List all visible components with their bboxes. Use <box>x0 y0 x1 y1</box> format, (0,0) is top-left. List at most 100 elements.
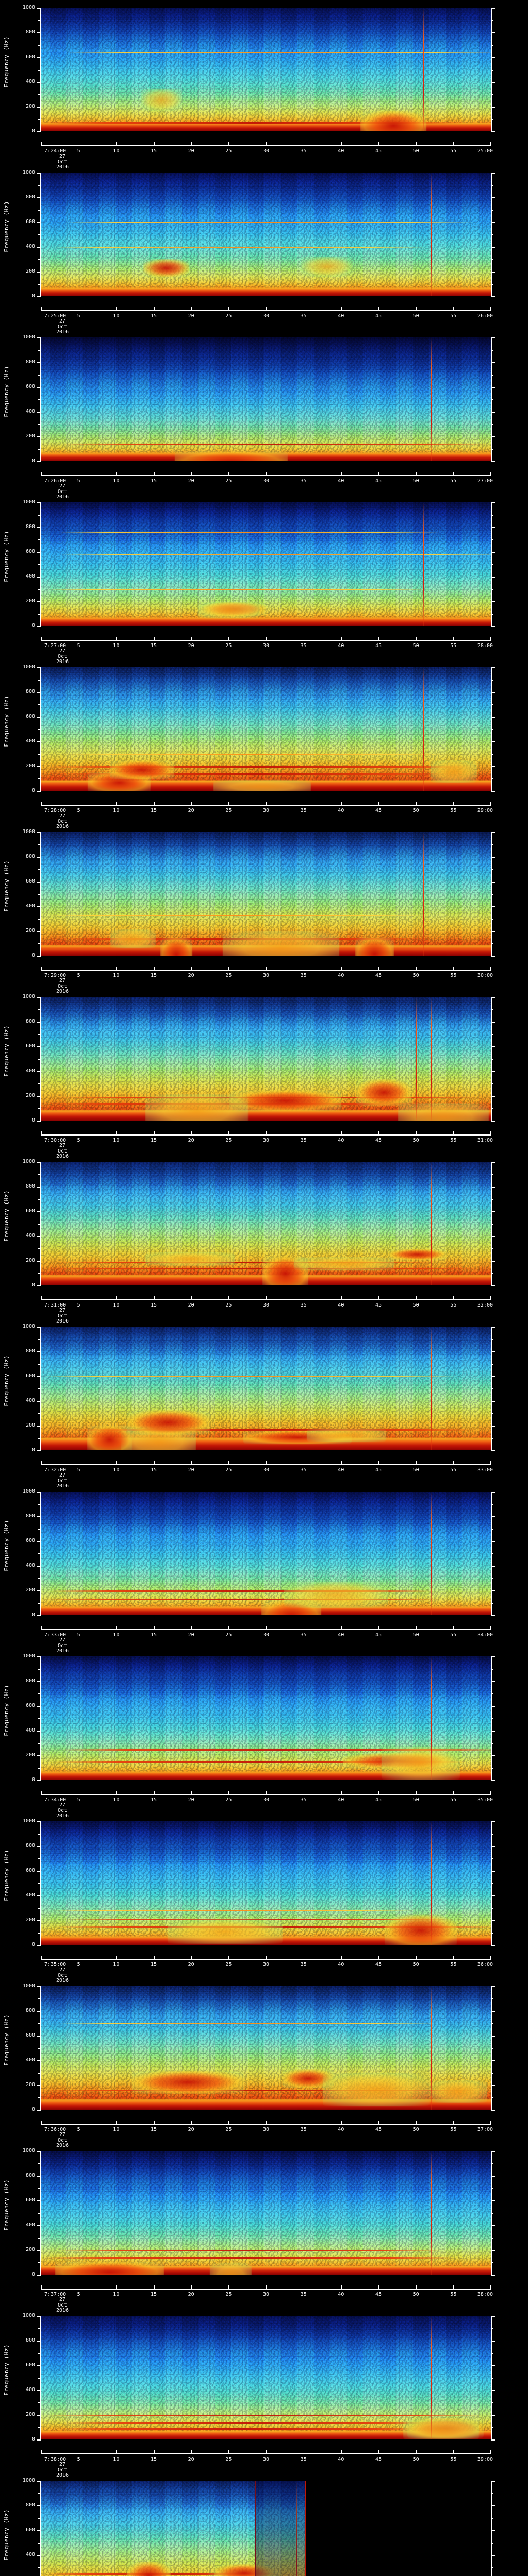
y-axis-tick-right <box>491 1351 495 1352</box>
y-axis-minor-tick <box>38 894 41 895</box>
y-axis-tick <box>37 552 41 553</box>
high-frequency-low-energy-band <box>41 1327 491 1359</box>
y-axis-tick-label: 600 <box>25 219 35 225</box>
x-axis-tick-label: 20 <box>188 313 194 319</box>
high-frequency-low-energy-band <box>41 1656 491 1701</box>
x-axis-tick <box>191 1791 192 1794</box>
x-axis-rail <box>41 2289 491 2290</box>
spectrogram-data-region <box>41 997 491 1121</box>
y-axis-tick-right <box>491 1846 495 1847</box>
spectrogram-noise-texture <box>41 2481 307 2576</box>
x-axis-tick-label: 45 <box>375 1138 382 1143</box>
broadband-click-52s <box>431 2316 432 2439</box>
y-axis-tick <box>37 2365 41 2366</box>
y-axis-tick-right <box>491 32 495 33</box>
y-axis-minor-tick-right <box>491 1174 493 1175</box>
energy-blob <box>87 1426 133 1450</box>
x-axis-tick-label: 5 <box>77 1138 80 1143</box>
y-axis-tick-right <box>491 362 495 363</box>
no-data-region <box>306 2481 491 2576</box>
y-axis-tick-right <box>491 1426 495 1427</box>
x-axis-tick <box>378 1296 380 1300</box>
x-axis-tick <box>341 802 342 805</box>
y-axis-minor-tick-right <box>491 375 493 376</box>
x-axis-tick <box>453 307 454 311</box>
high-frequency-low-energy-band <box>41 173 491 217</box>
date-stamp: 27 Oct 2016 <box>46 483 78 500</box>
x-axis-tick-label: 10 <box>113 1467 120 1473</box>
x-axis-tick-label: 10 <box>113 1632 120 1638</box>
x-axis-tick-label: 55 <box>450 1467 457 1473</box>
y-axis-tick-right <box>491 1516 495 1517</box>
y-axis-tick-right <box>491 502 495 503</box>
x-axis-tick <box>416 2121 417 2124</box>
x-axis-tick <box>78 1461 80 1465</box>
y-axis-tick-right <box>491 2415 495 2416</box>
y-axis-tick-label: 200 <box>25 2247 35 2252</box>
y-axis-minor-tick <box>38 1199 41 1200</box>
x-axis-tick-label: 5 <box>77 148 80 154</box>
y-axis-minor-tick-right <box>491 2163 493 2164</box>
y-axis-tick <box>37 362 41 363</box>
x-axis-tick-label: 20 <box>188 148 194 154</box>
y-axis-tick-right <box>491 577 495 578</box>
date-month: Oct <box>57 1313 68 1319</box>
y-axis-tick-label: 1000 <box>22 1488 35 1494</box>
spectrogram-image <box>41 337 491 461</box>
broadband-click-52s <box>431 1986 432 2110</box>
y-axis-right-spine <box>491 997 492 1121</box>
y-axis-tick <box>37 247 41 248</box>
x-axis-tick <box>453 1626 454 1630</box>
y-axis-tick-label: 800 <box>25 1348 35 1354</box>
x-axis-rail <box>41 1959 491 1960</box>
x-axis-tick-label: 50 <box>412 1467 419 1473</box>
y-axis-tick-label: 400 <box>25 738 35 744</box>
x-axis-tick <box>341 2450 342 2454</box>
spectrogram-panel-7-32-00: Frequency (Hz) 1000 800 600 400 200 0 7:32:00 5 1… <box>0 1319 528 1489</box>
y-axis-left-spine <box>40 337 41 461</box>
energy-blob <box>381 1746 460 1780</box>
y-axis-minor-tick <box>38 185 41 186</box>
y-axis-title: Frequency (Hz) <box>3 366 10 417</box>
y-axis-tick-right <box>491 57 495 58</box>
date-year: 2016 <box>56 164 69 170</box>
x-axis-tick <box>154 1461 155 1465</box>
y-axis-tick-label: 0 <box>31 128 35 134</box>
x-axis-end-label: 34:00 <box>477 1632 493 1638</box>
y-axis-minor-tick-right <box>491 234 493 235</box>
y-axis-minor-tick <box>38 1108 41 1109</box>
date-day: 27 <box>59 1967 66 1973</box>
y-axis-left-spine <box>40 997 41 1121</box>
high-frequency-low-energy-band <box>41 1821 491 1866</box>
x-axis-tick <box>154 637 155 640</box>
y-axis-tick-label: 0 <box>31 1117 35 1123</box>
y-axis-tick-label: 200 <box>25 928 35 934</box>
y-axis-tick-right <box>491 436 495 437</box>
x-axis-tick <box>303 1626 305 1630</box>
x-axis-tick <box>453 472 454 476</box>
y-axis-tick-right <box>491 2341 495 2342</box>
date-stamp: 27 Oct 2016 <box>46 154 78 171</box>
x-axis-tick-label: 50 <box>412 643 419 649</box>
x-axis-tick <box>341 1956 342 1959</box>
y-axis-minor-tick <box>38 375 41 376</box>
y-axis-minor-tick <box>38 2262 41 2263</box>
date-day: 27 <box>59 483 66 489</box>
y-axis-right-spine <box>491 337 492 461</box>
x-axis-tick-label: 45 <box>375 2456 382 2462</box>
x-axis-tick <box>303 1791 305 1794</box>
y-axis-tick-label: 1000 <box>22 334 35 340</box>
y-axis-tick-label: 400 <box>25 2057 35 2063</box>
y-axis-tick <box>37 131 41 132</box>
spectrogram-panel-7-31-00: Frequency (Hz) 1000 800 600 400 200 0 7:31:00 5 1… <box>0 1154 528 1324</box>
date-stamp: 27 Oct 2016 <box>46 2297 78 2314</box>
x-axis-tick <box>191 1131 192 1135</box>
x-axis-tick-label: 25 <box>225 148 232 154</box>
energy-blob <box>198 601 260 618</box>
date-month: Oct <box>57 1478 68 1484</box>
energy-blob <box>110 929 156 949</box>
x-axis-rail <box>41 475 491 476</box>
x-axis-tick-label: 25 <box>225 1302 232 1308</box>
y-axis-tick-label: 600 <box>25 54 35 60</box>
y-axis-minor-tick-right <box>491 1034 493 1035</box>
